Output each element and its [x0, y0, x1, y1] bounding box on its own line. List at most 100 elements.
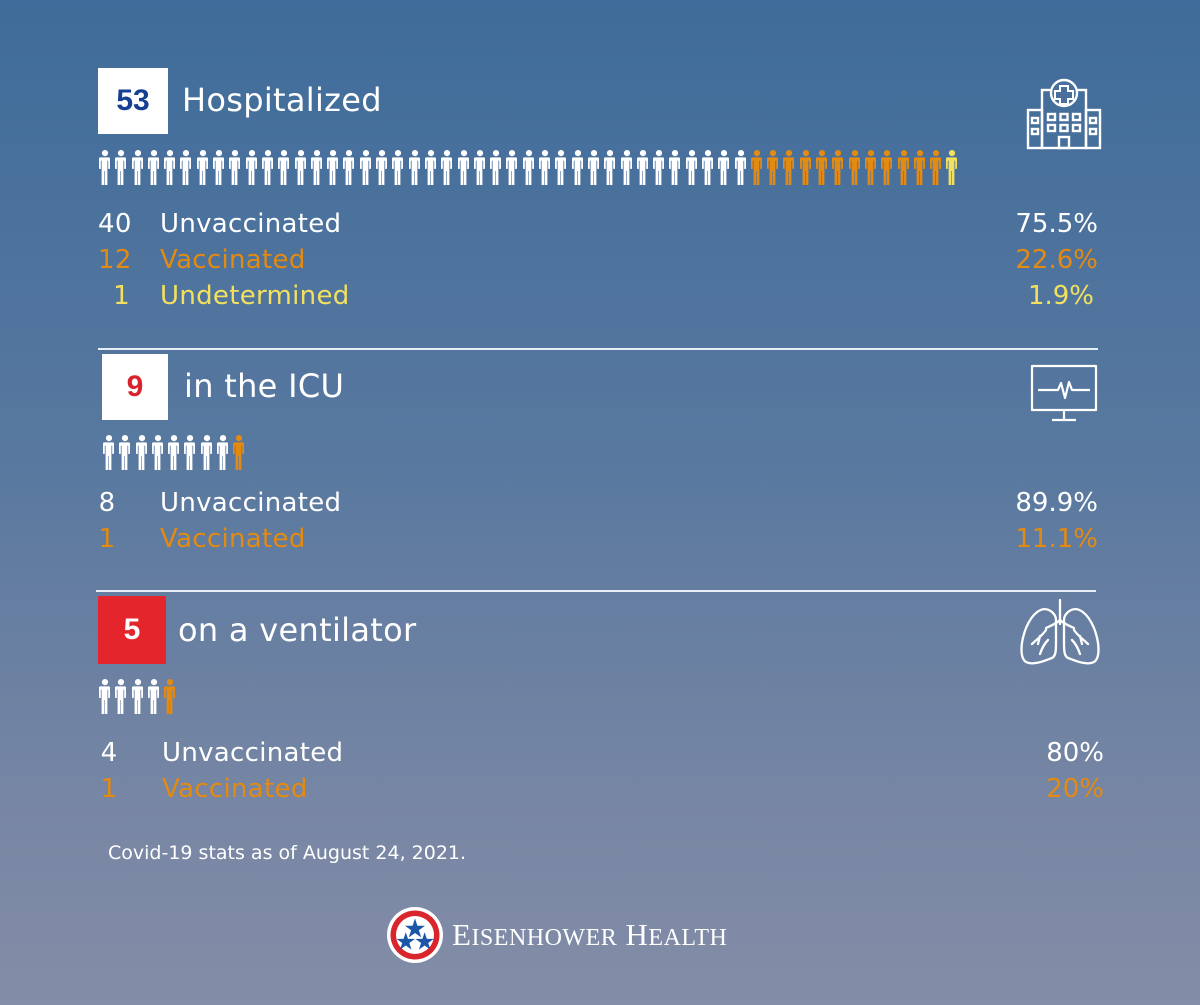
row-label: Unvaccinated [160, 209, 342, 239]
person-icon-vaccinated [233, 435, 245, 470]
person-icon-unvaccinated [229, 150, 241, 185]
row-label: Vaccinated [160, 524, 306, 554]
person-icon-vaccinated [881, 150, 893, 185]
person-icon-unvaccinated [164, 150, 176, 185]
row-count: 12 [98, 245, 132, 275]
person-icon-unvaccinated [392, 150, 404, 185]
ventilator-pct-vaccinated: 20% [1046, 774, 1104, 804]
row-count: 1 [98, 524, 116, 554]
person-icon-unvaccinated [522, 150, 534, 185]
person-icon-unvaccinated [147, 150, 159, 185]
section-divider [98, 348, 1098, 350]
person-icon-unvaccinated [213, 150, 225, 185]
brand-word-rest: ISENHOWER [471, 925, 618, 951]
brand-initial: H [625, 917, 649, 952]
person-icon-unvaccinated [168, 435, 180, 470]
hospitalized-pct-unvaccinated: 75.5% [1015, 209, 1098, 239]
hospitalized-title: Hospitalized [182, 81, 382, 119]
person-icon-unvaccinated [147, 679, 159, 714]
person-icon-unvaccinated [620, 150, 632, 185]
person-icon-unvaccinated [506, 150, 518, 185]
hospitalized-count-box: 53 [98, 68, 168, 134]
person-icon-vaccinated [864, 150, 876, 185]
person-icon-vaccinated [799, 150, 811, 185]
stats-date-footnote: Covid-19 stats as of August 24, 2021. [108, 842, 467, 864]
person-icon-vaccinated [750, 150, 762, 185]
person-icon-unvaccinated [294, 150, 306, 185]
brand-name: EISENHOWER HEALTH [452, 917, 727, 953]
ventilator-people [98, 679, 179, 715]
person-icon-unvaccinated [555, 150, 567, 185]
row-count: 1 [100, 774, 118, 804]
icu-people [102, 435, 249, 471]
person-icon-unvaccinated [701, 150, 713, 185]
brand-word-rest: EALTH [648, 925, 728, 951]
brand-initial: E [452, 917, 472, 952]
person-icon-unvaccinated [539, 150, 551, 185]
person-icon-unvaccinated [457, 150, 469, 185]
ventilator-count: 5 [123, 613, 141, 646]
person-icon-unvaccinated [261, 150, 273, 185]
person-icon-unvaccinated [135, 435, 147, 470]
person-icon-unvaccinated [278, 150, 290, 185]
person-icon-unvaccinated [343, 150, 355, 185]
person-icon-unvaccinated [718, 150, 730, 185]
person-icon-unvaccinated [119, 435, 131, 470]
icu-count: 9 [126, 370, 144, 403]
hospitalized-people [98, 150, 962, 186]
person-icon-unvaccinated [359, 150, 371, 185]
person-icon-unvaccinated [587, 150, 599, 185]
person-icon-undetermined [946, 150, 958, 185]
person-icon-unvaccinated [184, 435, 196, 470]
person-icon-vaccinated [783, 150, 795, 185]
hospitalized-count: 53 [116, 84, 150, 117]
person-icon-unvaccinated [734, 150, 746, 185]
person-icon-vaccinated [848, 150, 860, 185]
lungs-icon [1020, 598, 1100, 665]
icu-pct-vaccinated: 11.1% [1015, 524, 1098, 554]
person-icon-unvaccinated [103, 435, 114, 470]
hospital-icon [1026, 78, 1102, 150]
person-icon-unvaccinated [490, 150, 502, 185]
ventilator-title: on a ventilator [178, 611, 417, 649]
row-label: Unvaccinated [162, 738, 344, 768]
person-icon-unvaccinated [669, 150, 681, 185]
person-icon-unvaccinated [115, 679, 127, 714]
person-icon-unvaccinated [217, 435, 229, 470]
person-icon-unvaccinated [604, 150, 616, 185]
person-icon-unvaccinated [424, 150, 436, 185]
person-icon-unvaccinated [473, 150, 485, 185]
ventilator-pct-unvaccinated: 80% [1046, 738, 1104, 768]
person-icon-unvaccinated [99, 679, 110, 714]
hospitalized-pct-undetermined: 1.9% [1027, 281, 1094, 311]
person-icon-vaccinated [930, 150, 942, 185]
icu-pct-unvaccinated: 89.9% [1015, 488, 1098, 518]
icu-count-box: 9 [102, 354, 168, 420]
row-count: 4 [100, 738, 118, 768]
row-label: Vaccinated [160, 245, 306, 275]
eisenhower-star-logo [387, 907, 443, 963]
person-icon-unvaccinated [131, 679, 143, 714]
person-icon-vaccinated [832, 150, 844, 185]
person-icon-unvaccinated [408, 150, 420, 185]
row-count: 1 [113, 281, 130, 311]
person-icon-vaccinated [897, 150, 909, 185]
person-icon-unvaccinated [196, 150, 208, 185]
ventilator-count-box: 5 [98, 596, 166, 664]
person-icon-unvaccinated [327, 150, 339, 185]
person-icon-vaccinated [767, 150, 779, 185]
person-icon-unvaccinated [131, 150, 143, 185]
person-icon-unvaccinated [151, 435, 163, 470]
person-icon-unvaccinated [200, 435, 212, 470]
person-icon-unvaccinated [115, 150, 127, 185]
person-icon-unvaccinated [571, 150, 583, 185]
person-icon-vaccinated [816, 150, 828, 185]
person-icon-vaccinated [164, 679, 176, 714]
eisenhower-health-brand: EISENHOWER HEALTH [386, 906, 727, 964]
row-label: Unvaccinated [160, 488, 342, 518]
icu-title: in the ICU [184, 367, 345, 405]
row-count: 8 [98, 488, 116, 518]
person-icon-unvaccinated [99, 150, 110, 185]
section-divider [96, 590, 1096, 592]
person-icon-unvaccinated [441, 150, 453, 185]
